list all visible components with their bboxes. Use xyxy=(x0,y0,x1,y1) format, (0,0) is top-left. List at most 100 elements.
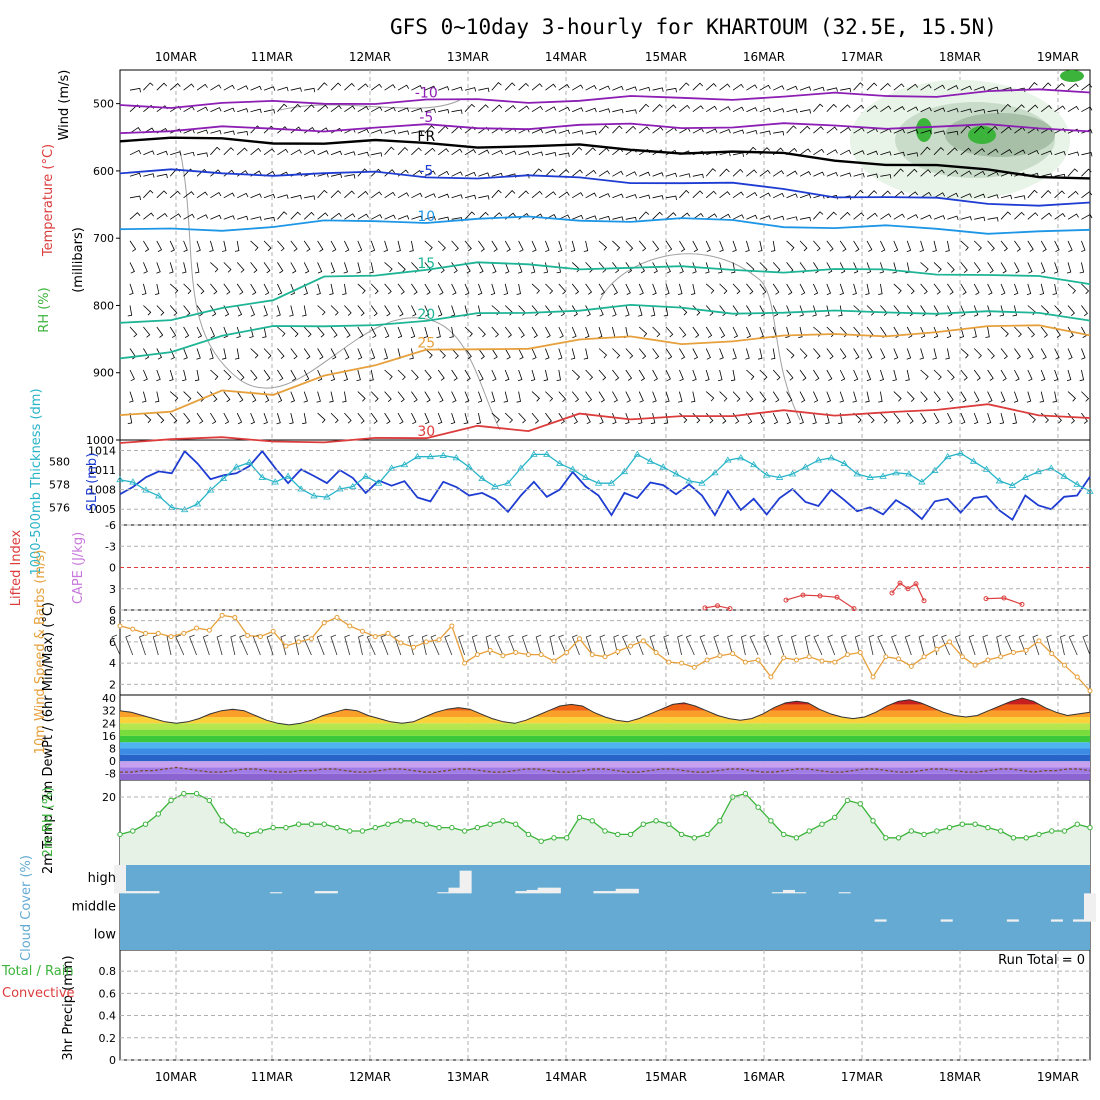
wind-barb xyxy=(1054,105,1066,113)
wind-barb xyxy=(504,348,511,360)
rh-marker xyxy=(168,797,174,804)
wind-barb xyxy=(1081,412,1088,424)
thickness-marker xyxy=(568,465,577,472)
thickness-marker xyxy=(193,500,202,507)
wind-barb xyxy=(719,412,727,424)
wind-barb xyxy=(746,107,758,113)
wind-speed-marker xyxy=(423,639,429,645)
wind-barb xyxy=(625,216,637,222)
wind-speed-marker xyxy=(589,652,595,658)
wind-barb xyxy=(545,83,557,91)
wind-barb xyxy=(438,193,450,199)
wind-barb xyxy=(169,190,181,199)
date-label-bottom: 10MAR xyxy=(155,1070,197,1084)
thickness-marker xyxy=(982,465,991,472)
wind-barb xyxy=(424,108,436,113)
isotherm-line xyxy=(119,88,1091,109)
wind-speed-marker xyxy=(755,657,761,663)
wind-barb xyxy=(960,193,972,199)
wind-barb xyxy=(759,107,771,113)
wind-barb xyxy=(490,391,496,403)
wind-barb xyxy=(531,348,537,360)
thickness-marker xyxy=(646,457,654,464)
wind-barb xyxy=(357,213,369,220)
wind-barb xyxy=(746,169,758,177)
wind-barb xyxy=(705,190,717,199)
wind-barb xyxy=(947,170,959,177)
thickness-marker xyxy=(387,464,396,471)
wind-barb xyxy=(732,106,745,113)
wind-barb xyxy=(476,305,481,317)
wind-barb xyxy=(813,103,824,112)
wind-barb xyxy=(357,151,369,157)
y-axis-label: Cloud Cover (%) xyxy=(19,855,34,961)
wind-barb-10m xyxy=(790,634,797,656)
wind-barb xyxy=(371,106,383,113)
wind-barb xyxy=(263,262,271,274)
wind-barb xyxy=(129,127,141,134)
wind-barb xyxy=(638,240,647,252)
wind-barb xyxy=(598,170,610,177)
wind-barb xyxy=(732,391,741,402)
wind-barb xyxy=(303,391,309,403)
y-tick-label: 4 xyxy=(109,657,116,670)
wind-barb xyxy=(893,348,899,360)
wind-barb xyxy=(330,326,338,338)
wind-barb xyxy=(290,326,299,338)
temp-band xyxy=(120,698,1090,705)
wind-barb xyxy=(478,369,484,382)
wind-barb xyxy=(1081,305,1088,317)
cloud-bar xyxy=(593,891,606,894)
wind-barb xyxy=(947,283,954,295)
wind-barb xyxy=(236,283,244,295)
wind-barb xyxy=(1040,190,1052,199)
wind-barb xyxy=(156,412,165,424)
wind-speed-marker xyxy=(474,652,480,658)
wind-speed-marker xyxy=(296,639,302,645)
wind-speed-marker xyxy=(347,623,353,629)
wind-barb xyxy=(437,412,443,425)
wind-barb xyxy=(344,326,351,338)
wind-barb xyxy=(893,305,901,317)
wind-barb xyxy=(906,305,914,317)
wind-barb-10m xyxy=(932,634,938,656)
wind-barb-10m xyxy=(804,634,811,656)
wind-barb xyxy=(826,283,832,296)
wind-barb xyxy=(491,240,498,252)
wind-barb xyxy=(906,83,919,91)
wind-barb xyxy=(866,173,878,178)
thickness-marker xyxy=(775,473,784,480)
wind-barb xyxy=(316,391,321,403)
wind-barb xyxy=(1027,412,1036,423)
date-label-top: 12MAR xyxy=(349,50,391,64)
cloud-bar xyxy=(626,888,639,894)
wind-barb-10m xyxy=(330,634,338,656)
rh-marker xyxy=(768,818,774,824)
wind-barb xyxy=(665,391,670,403)
wind-barb xyxy=(196,129,209,134)
wind-barb xyxy=(223,412,230,425)
wind-barb xyxy=(317,240,324,252)
wind-barb xyxy=(411,283,418,295)
wind-barb xyxy=(129,262,135,274)
wind-barb xyxy=(919,348,924,360)
isotherm-line xyxy=(119,324,1091,416)
wind-barb xyxy=(612,85,624,91)
wind-barb xyxy=(826,369,833,382)
wind-barb xyxy=(210,412,217,425)
wind-barb xyxy=(571,262,581,273)
wind-barb xyxy=(866,82,878,91)
wind-barb xyxy=(679,240,686,252)
rh-marker xyxy=(832,814,838,821)
rh-marker xyxy=(423,821,430,827)
wind-speed-marker xyxy=(896,656,902,662)
rh-marker xyxy=(793,835,800,841)
wind-barb xyxy=(142,391,147,403)
wind-barb xyxy=(424,305,430,317)
wind-barb xyxy=(277,262,284,274)
wind-barb xyxy=(665,172,678,178)
lifted-index-line xyxy=(704,605,731,610)
wind-barb xyxy=(129,326,138,338)
wind-barb xyxy=(826,262,833,274)
wind-barb xyxy=(813,391,819,403)
